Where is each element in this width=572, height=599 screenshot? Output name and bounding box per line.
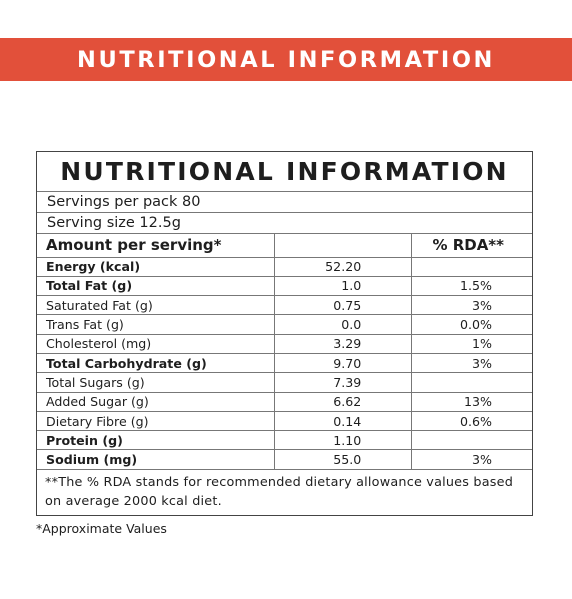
nutrient-rda: 13% [411, 392, 532, 412]
table-header-row: Amount per serving* % RDA** [37, 234, 532, 258]
nutrient-value: 1.0 [274, 276, 413, 297]
rda-footnote: **The % RDA stands for recommended dieta… [45, 474, 514, 509]
nutrient-name: Added Sugar (g) [37, 392, 275, 412]
nutrient-name: Dietary Fibre (g) [37, 411, 275, 432]
nutrient-rda [411, 372, 532, 393]
nutrient-value: 7.39 [274, 372, 413, 393]
table-row: Energy (kcal) 52.20 [37, 257, 532, 277]
nutrient-name: Protein (g) [37, 430, 275, 451]
table-row: Added Sugar (g) 6.62 13% [37, 392, 532, 412]
table-row: Total Carbohydrate (g) 9.70 3% [37, 353, 532, 374]
nutrient-rda: 0.6% [411, 411, 532, 432]
nutrient-value: 0.14 [274, 411, 413, 432]
servings-per-pack: Servings per pack 80 [37, 192, 532, 213]
nutrient-value: 0.75 [274, 295, 413, 316]
nutrient-rda [411, 257, 532, 277]
table-row: Total Sugars (g) 7.39 [37, 372, 532, 393]
nutrient-value: 6.62 [274, 392, 413, 412]
nutrient-rda: 3% [411, 295, 532, 316]
nutrient-name: Sodium (mg) [37, 449, 275, 470]
nutrient-name: Total Fat (g) [37, 276, 275, 297]
nutrient-name: Total Carbohydrate (g) [37, 353, 275, 374]
nutrient-rda: 0.0% [411, 314, 532, 335]
nutrient-value: 3.29 [274, 334, 413, 354]
table-row: Protein (g) 1.10 [37, 430, 532, 451]
nutrient-value: 0.0 [274, 314, 413, 335]
approximate-values-note: *Approximate Values [36, 521, 167, 536]
nutrient-rda: 3% [411, 353, 532, 374]
table-row: Total Fat (g) 1.0 1.5% [37, 276, 532, 297]
nutrient-value: 9.70 [274, 353, 413, 374]
nutrient-value: 55.0 [274, 449, 413, 470]
nutrient-rda: 1.5% [411, 276, 532, 297]
nutrient-value: 1.10 [274, 430, 413, 451]
nutrient-rda: 1% [411, 334, 532, 354]
nutrient-name: Energy (kcal) [37, 257, 275, 277]
header-amount: Amount per serving* [37, 234, 275, 258]
table-row: Saturated Fat (g) 0.75 3% [37, 295, 532, 316]
nutrition-table: Amount per serving* % RDA** Energy (kcal… [37, 234, 532, 470]
table-row: Dietary Fibre (g) 0.14 0.6% [37, 411, 532, 432]
table-row: Cholesterol (mg) 3.29 1% [37, 334, 532, 354]
panel-title: NUTRITIONAL INFORMATION [37, 152, 532, 192]
header-value [274, 234, 413, 258]
nutrient-rda: 3% [411, 449, 532, 470]
table-row: Sodium (mg) 55.0 3% [37, 449, 532, 470]
nutrient-name: Total Sugars (g) [37, 372, 275, 393]
nutrient-name: Cholesterol (mg) [37, 334, 275, 354]
nutrient-name: Trans Fat (g) [37, 314, 275, 335]
nutrient-rda [411, 430, 532, 451]
header-banner: NUTRITIONAL INFORMATION [0, 38, 572, 81]
nutrient-name: Saturated Fat (g) [37, 295, 275, 316]
header-rda: % RDA** [411, 234, 532, 258]
banner-title: NUTRITIONAL INFORMATION [77, 46, 495, 73]
serving-size: Serving size 12.5g [37, 213, 532, 234]
nutrient-value: 52.20 [274, 257, 413, 277]
nutrition-panel: NUTRITIONAL INFORMATION Servings per pac… [36, 151, 533, 516]
table-row: Trans Fat (g) 0.0 0.0% [37, 314, 532, 335]
